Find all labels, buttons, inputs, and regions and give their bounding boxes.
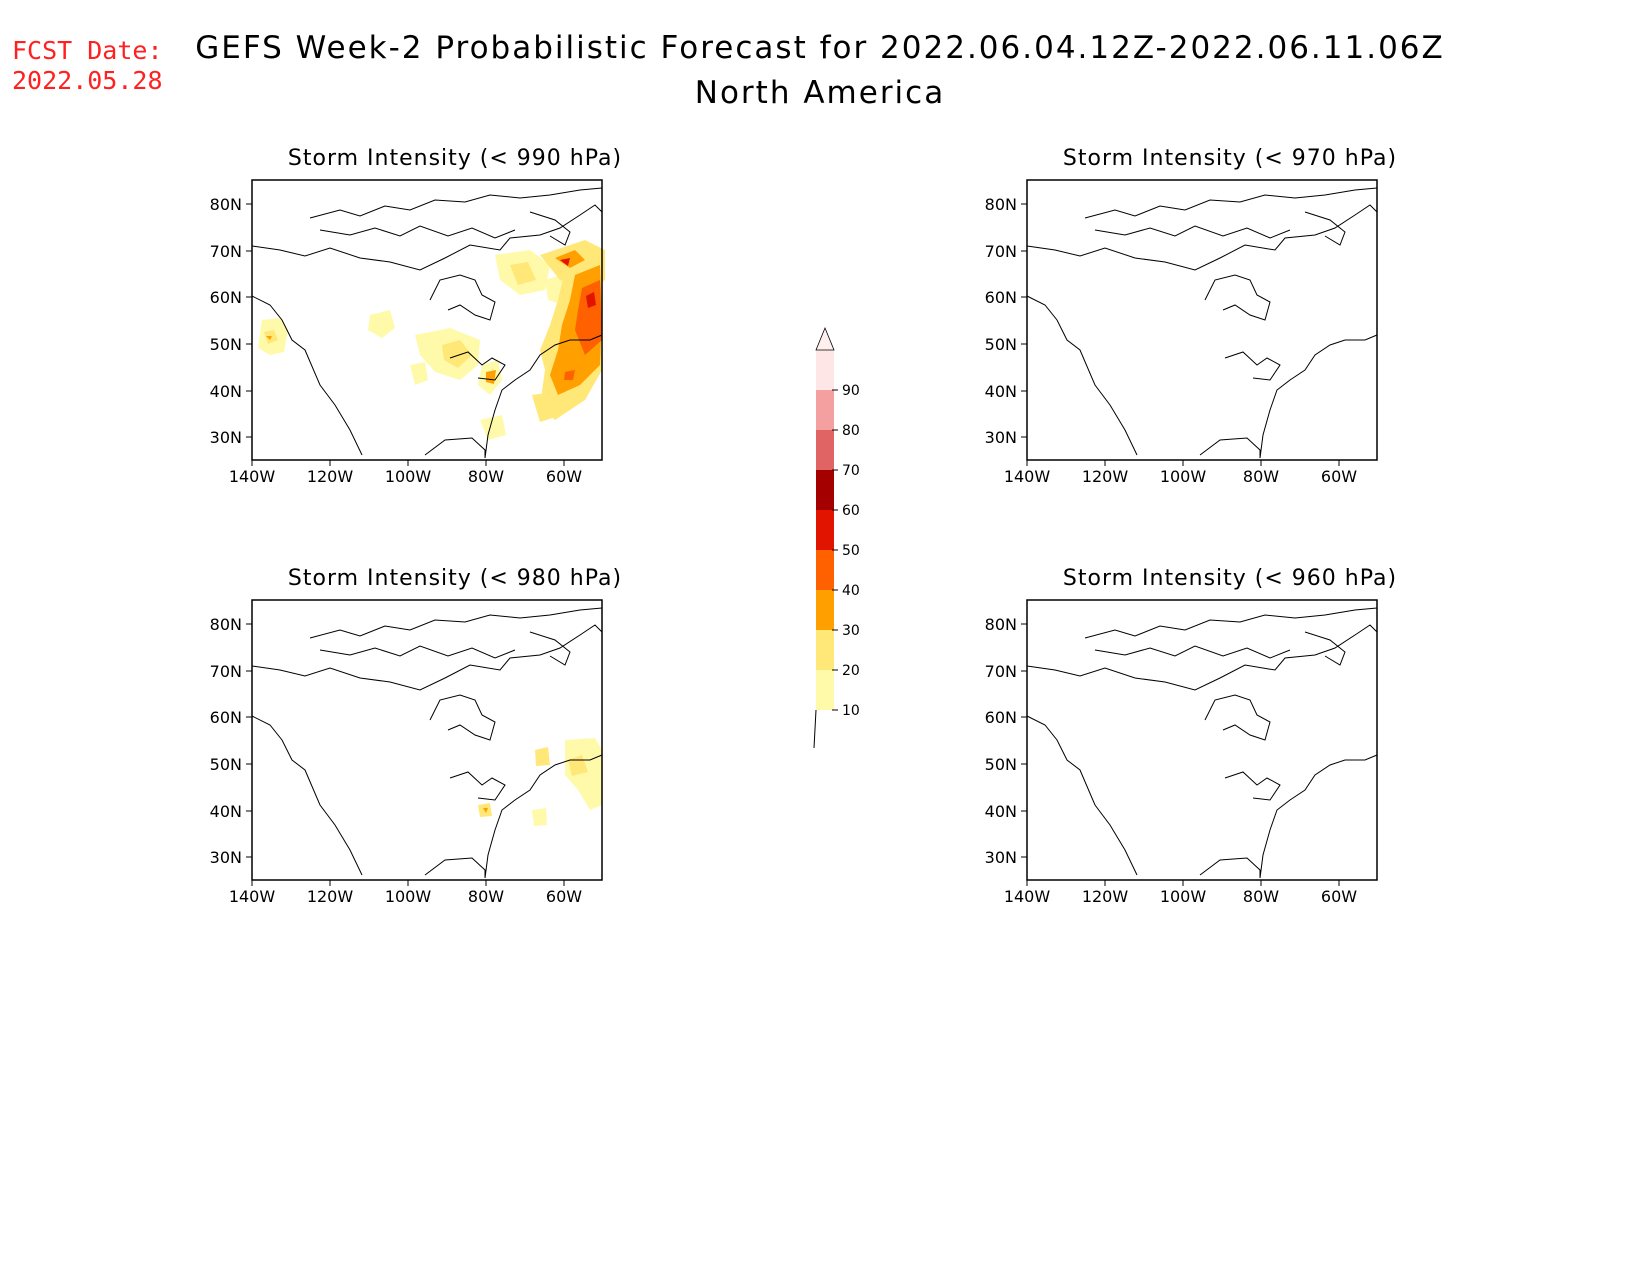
svg-text:30N: 30N: [985, 848, 1017, 867]
svg-text:60W: 60W: [546, 887, 582, 906]
colorbar-label: 60: [842, 503, 860, 519]
svg-text:70N: 70N: [210, 242, 242, 261]
map-frame: [1026, 599, 1378, 881]
svg-text:100W: 100W: [1160, 887, 1207, 906]
probability-shading: [258, 240, 605, 440]
map-panel-980: Storm Intensity (< 980 hPa) 80N 70N 60N …: [210, 566, 622, 906]
svg-text:120W: 120W: [307, 887, 354, 906]
svg-text:50N: 50N: [985, 755, 1017, 774]
colorbar-label: 10: [842, 703, 860, 719]
map-panel-990: Storm Intensity (< 990 hPa): [210, 146, 622, 486]
svg-text:60N: 60N: [985, 708, 1017, 727]
longitude-ticks: 140W 120W 100W 80W 60W: [229, 460, 582, 486]
latitude-ticks: 80N 70N 60N 50N 40N 30N: [985, 195, 1027, 447]
svg-text:140W: 140W: [1004, 887, 1051, 906]
colorbar-swatch-20: [816, 630, 834, 670]
panel-title: Storm Intensity (< 980 hPa): [288, 566, 622, 591]
colorbar-swatch-40: [816, 550, 834, 590]
svg-text:60N: 60N: [985, 288, 1017, 307]
map-panel-960: Storm Intensity (< 960 hPa) 80N 70N 60N …: [985, 566, 1397, 906]
colorbar-swatch-80: [816, 390, 834, 430]
forecast-date-block: FCST Date: 2022.05.28: [12, 36, 163, 96]
probability-colorbar: 10 20 30 40 50 60 70 80 90: [813, 326, 860, 749]
svg-text:40N: 40N: [985, 382, 1017, 401]
page-title: GEFS Week-2 Probabilistic Forecast for 2…: [195, 30, 1445, 66]
svg-text:40N: 40N: [210, 382, 242, 401]
svg-text:60N: 60N: [210, 288, 242, 307]
colorbar-swatch-90: [816, 350, 834, 390]
colorbar-upper-cap: [815, 326, 835, 351]
panel-title: Storm Intensity (< 970 hPa): [1063, 146, 1397, 171]
svg-text:120W: 120W: [1082, 467, 1129, 486]
probability-shading: [478, 738, 602, 826]
svg-text:70N: 70N: [985, 242, 1017, 261]
svg-text:80W: 80W: [1243, 887, 1279, 906]
svg-text:50N: 50N: [210, 335, 242, 354]
svg-text:140W: 140W: [229, 887, 276, 906]
coastlines: [251, 607, 603, 879]
svg-text:140W: 140W: [1004, 467, 1051, 486]
panel-title: Storm Intensity (< 960 hPa): [1063, 566, 1397, 591]
svg-text:100W: 100W: [1160, 467, 1207, 486]
forecast-date-label: FCST Date:: [12, 36, 163, 65]
longitude-ticks: 140W 120W 100W 80W 60W: [1004, 880, 1357, 906]
svg-text:80N: 80N: [210, 195, 242, 214]
coastlines: [251, 187, 603, 459]
longitude-ticks: 140W 120W 100W 80W 60W: [1004, 460, 1357, 486]
colorbar-swatch-50: [816, 510, 834, 550]
colorbar-label: 30: [842, 623, 860, 639]
coastlines: [1026, 607, 1378, 879]
svg-text:100W: 100W: [385, 467, 432, 486]
latitude-ticks: 80N 70N 60N 50N 40N 30N: [985, 615, 1027, 867]
svg-text:120W: 120W: [1082, 887, 1129, 906]
map-frame: [251, 179, 603, 461]
svg-text:50N: 50N: [210, 755, 242, 774]
svg-text:80W: 80W: [468, 467, 504, 486]
svg-text:30N: 30N: [210, 428, 242, 447]
colorbar-label: 70: [842, 463, 860, 479]
page-subtitle: North America: [694, 75, 946, 111]
svg-text:80N: 80N: [210, 615, 242, 634]
latitude-ticks: 80N 70N 60N 50N 40N 30N: [210, 195, 252, 447]
colorbar-label: 80: [842, 423, 860, 439]
svg-text:60N: 60N: [210, 708, 242, 727]
colorbar-label: 90: [842, 383, 860, 399]
svg-text:80W: 80W: [1243, 467, 1279, 486]
forecast-date-value: 2022.05.28: [12, 66, 163, 95]
svg-text:100W: 100W: [385, 887, 432, 906]
coastlines: [1026, 187, 1378, 459]
colorbar-swatch-70: [816, 430, 834, 470]
svg-text:70N: 70N: [210, 662, 242, 681]
colorbar-label: 50: [842, 543, 860, 559]
svg-text:50N: 50N: [985, 335, 1017, 354]
colorbar-lower-cap: [813, 709, 817, 749]
svg-text:30N: 30N: [210, 848, 242, 867]
svg-text:80N: 80N: [985, 195, 1017, 214]
svg-text:60W: 60W: [1321, 887, 1357, 906]
colorbar-swatch-30: [816, 590, 834, 630]
map-frame: [251, 599, 603, 881]
svg-text:80W: 80W: [468, 887, 504, 906]
svg-text:80N: 80N: [985, 615, 1017, 634]
svg-text:140W: 140W: [229, 467, 276, 486]
svg-text:30N: 30N: [985, 428, 1017, 447]
colorbar-swatch-10: [816, 670, 834, 710]
svg-text:40N: 40N: [210, 802, 242, 821]
svg-text:60W: 60W: [1321, 467, 1357, 486]
svg-text:120W: 120W: [307, 467, 354, 486]
map-panel-970: Storm Intensity (< 970 hPa) 80N 70N 60N …: [985, 146, 1397, 486]
colorbar-swatch-60: [816, 470, 834, 510]
panel-title: Storm Intensity (< 990 hPa): [288, 146, 622, 171]
map-frame: [1026, 179, 1378, 461]
latitude-ticks: 80N 70N 60N 50N 40N 30N: [210, 615, 252, 867]
svg-text:60W: 60W: [546, 467, 582, 486]
colorbar-label: 20: [842, 663, 860, 679]
colorbar-label: 40: [842, 583, 860, 599]
svg-text:70N: 70N: [985, 662, 1017, 681]
svg-text:40N: 40N: [985, 802, 1017, 821]
longitude-ticks: 140W 120W 100W 80W 60W: [229, 880, 582, 906]
